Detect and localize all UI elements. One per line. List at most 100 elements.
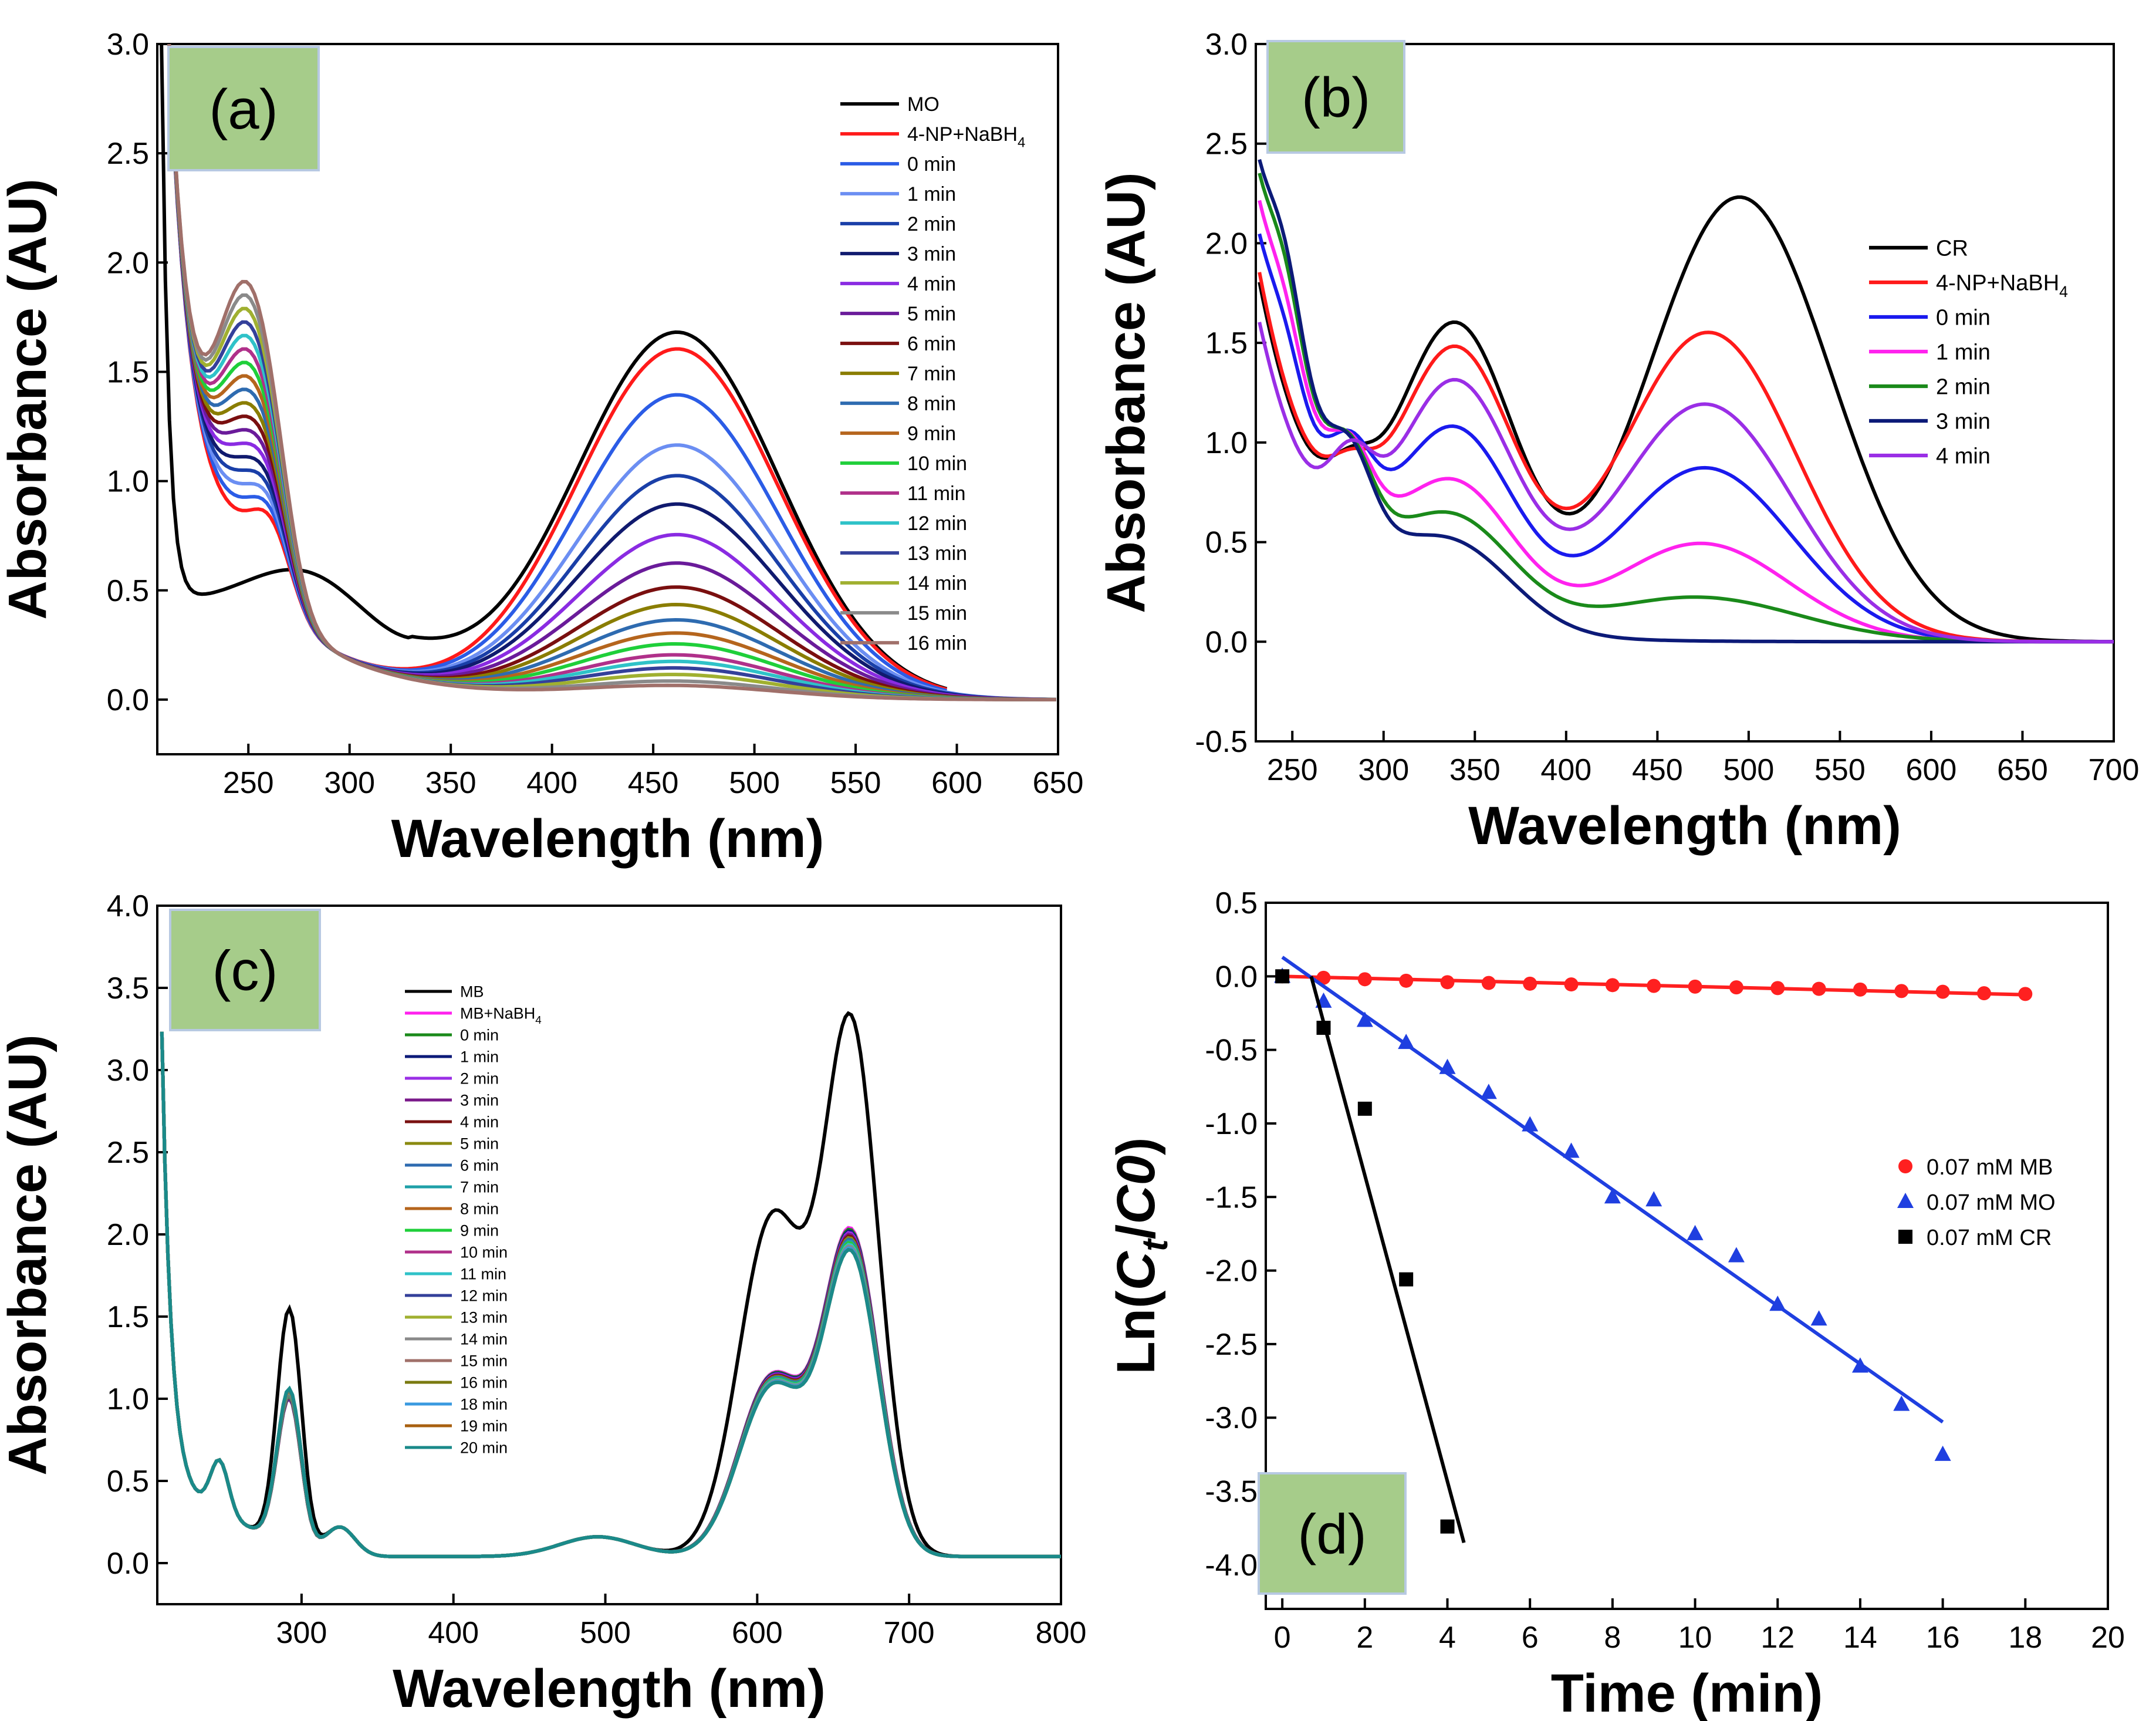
- data-point: [1316, 970, 1331, 985]
- legend-label-text: 0 min: [907, 153, 956, 176]
- data-point: [1851, 1357, 1868, 1373]
- data-point: [1399, 973, 1414, 988]
- legend-label: MB: [460, 983, 484, 1001]
- spectrum-line: [160, 1031, 1061, 1558]
- data-point: [1605, 978, 1620, 993]
- data-point: [1604, 1188, 1621, 1204]
- legend-label: 12 min: [460, 1287, 508, 1305]
- legend-label: 20 min: [460, 1439, 508, 1457]
- legend-label-text: 3 min: [460, 1092, 499, 1109]
- legend-label-text: 7 min: [460, 1179, 499, 1196]
- x-tick-label: 12: [1760, 1621, 1795, 1655]
- legend-label: 9 min: [460, 1222, 499, 1240]
- data-point: [1894, 984, 1909, 998]
- y-tick-label: 2.0: [1205, 227, 1248, 261]
- panel-c: 300 400 500 600 700 800 0.0 0.5 1.0 1.5 2.0 2.5 3.0 3…: [0, 889, 1086, 1719]
- x-tick-label: 300: [1358, 753, 1409, 787]
- legend-label-text: 14 min: [460, 1331, 508, 1348]
- data-point: [1399, 1272, 1414, 1287]
- legend-label-text: 13 min: [460, 1309, 508, 1327]
- legend-label: 3 min: [1936, 410, 1991, 434]
- y-tick-label: -2.5: [1205, 1328, 1258, 1362]
- legend-label-text: 15 min: [907, 602, 967, 625]
- fit-line: [1309, 976, 1466, 1544]
- spectrum-line: [160, 1031, 1061, 1558]
- panel-label: (d): [1297, 1503, 1366, 1566]
- spectrum-line: [160, 1011, 1061, 1558]
- legend-label-text: 2 min: [1936, 375, 1991, 400]
- legend-label: 19 min: [460, 1418, 508, 1435]
- y-axis-title-part: Ln(: [1106, 1290, 1166, 1374]
- spectrum-line: [160, 1031, 1061, 1558]
- legend-label: 15 min: [907, 602, 967, 625]
- data-point: [1357, 1101, 1372, 1116]
- legend-label-text: 5 min: [907, 303, 956, 325]
- y-tick-label: -0.5: [1205, 1034, 1258, 1068]
- spectrum-line: [160, 1031, 1061, 1558]
- data-point: [1439, 1058, 1456, 1074]
- plot-frame: [1255, 43, 2115, 743]
- spectrum-line: [160, 1031, 1061, 1558]
- legend-label: 7 min: [460, 1179, 499, 1196]
- legend-label: 4 min: [460, 1113, 499, 1131]
- legend-marker: [1897, 1193, 1914, 1208]
- data-point: [1481, 976, 1496, 990]
- y-tick-label: 1.5: [107, 1300, 149, 1334]
- x-tick-label: 8: [1604, 1621, 1621, 1655]
- legend-label-text: 6 min: [460, 1157, 499, 1175]
- x-tick-label: 6: [1522, 1621, 1539, 1655]
- x-axis-title: Wavelength (nm): [391, 809, 824, 869]
- x-tick-label: 800: [1036, 1616, 1087, 1650]
- series-group: [1258, 158, 2114, 644]
- legend-label: 14 min: [907, 572, 967, 595]
- legend-label: 14 min: [460, 1331, 508, 1348]
- legend-label-text: 1 min: [1936, 340, 1991, 365]
- x-tick-label: 10: [1678, 1621, 1712, 1655]
- legend-label: 0 min: [1936, 306, 1991, 330]
- y-tick-label: 3.0: [107, 1054, 149, 1088]
- x-tick-label: 450: [628, 766, 679, 800]
- legend-label: 2 min: [907, 213, 956, 235]
- legend-label: 4 min: [1936, 444, 1991, 469]
- legend-label: 0.07 mM MB: [1927, 1155, 2053, 1180]
- y-tick-label: 2.5: [1205, 127, 1248, 161]
- data-point: [1810, 1310, 1827, 1326]
- legend-label: 11 min: [907, 482, 966, 505]
- legend-label: 6 min: [907, 333, 956, 355]
- legend-label-text: 13 min: [907, 542, 967, 565]
- x-tick-label: 20: [2091, 1621, 2125, 1655]
- data-point: [1275, 969, 1290, 984]
- y-axis-title: Absorbance (AU): [0, 1034, 58, 1475]
- y-tick-label: 0.0: [1205, 625, 1248, 659]
- data-point: [1522, 1116, 1539, 1132]
- legend-marker: [1898, 1230, 1912, 1244]
- x-tick-label: 650: [1033, 766, 1084, 800]
- legend-label: 4-NP+NaBH4: [907, 123, 1025, 150]
- y-tick-label: -1.5: [1205, 1180, 1258, 1214]
- legend-label-text: 9 min: [460, 1222, 499, 1240]
- y-tick-label: 0.5: [1205, 526, 1248, 560]
- data-point: [1564, 977, 1579, 992]
- x-axis-title: Wavelength (nm): [1468, 796, 1901, 856]
- x-tick-label: 350: [1449, 753, 1501, 787]
- y-tick-label: 1.5: [107, 355, 149, 389]
- x-tick-label: 4: [1439, 1621, 1456, 1655]
- legend-label: 0.07 mM MO: [1927, 1190, 2056, 1215]
- x-tick-label: 250: [1267, 753, 1318, 787]
- legend-label: 1 min: [907, 183, 956, 205]
- spectrum-line: [160, 1031, 1061, 1558]
- legend-label-text: 4-NP+NaBH: [907, 123, 1018, 146]
- y-tick-label: -3.5: [1205, 1475, 1258, 1509]
- data-point: [1688, 979, 1702, 994]
- x-tick-label: 400: [526, 766, 577, 800]
- data-point: [1316, 1021, 1331, 1035]
- legend-label: 8 min: [460, 1200, 499, 1218]
- legend-label: 10 min: [907, 453, 967, 475]
- legend-label: 16 min: [907, 632, 967, 654]
- data-point: [1935, 984, 1950, 999]
- legend-label-text: 4 min: [1936, 444, 1991, 469]
- legend-label-text: MB+NaBH: [460, 1005, 535, 1023]
- spectrum-line: [1258, 195, 2114, 644]
- spectrum-line: [160, 1031, 1061, 1558]
- x-tick-label: 14: [1843, 1621, 1877, 1655]
